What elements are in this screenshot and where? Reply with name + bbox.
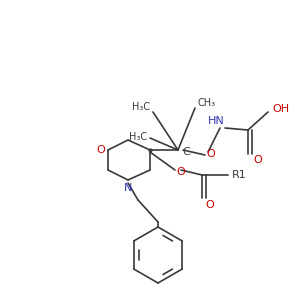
Text: O: O: [97, 145, 105, 155]
Text: R1: R1: [232, 170, 247, 180]
Text: C: C: [182, 147, 190, 157]
Text: CH₃: CH₃: [197, 98, 215, 108]
Text: O: O: [253, 155, 262, 165]
Text: HN: HN: [208, 116, 224, 126]
Text: O: O: [206, 149, 215, 159]
Text: H₃C: H₃C: [129, 132, 147, 142]
Text: O: O: [205, 200, 214, 210]
Text: OH: OH: [272, 104, 289, 114]
Text: O: O: [176, 167, 185, 177]
Text: H₃C: H₃C: [132, 102, 150, 112]
Text: N: N: [124, 183, 132, 193]
